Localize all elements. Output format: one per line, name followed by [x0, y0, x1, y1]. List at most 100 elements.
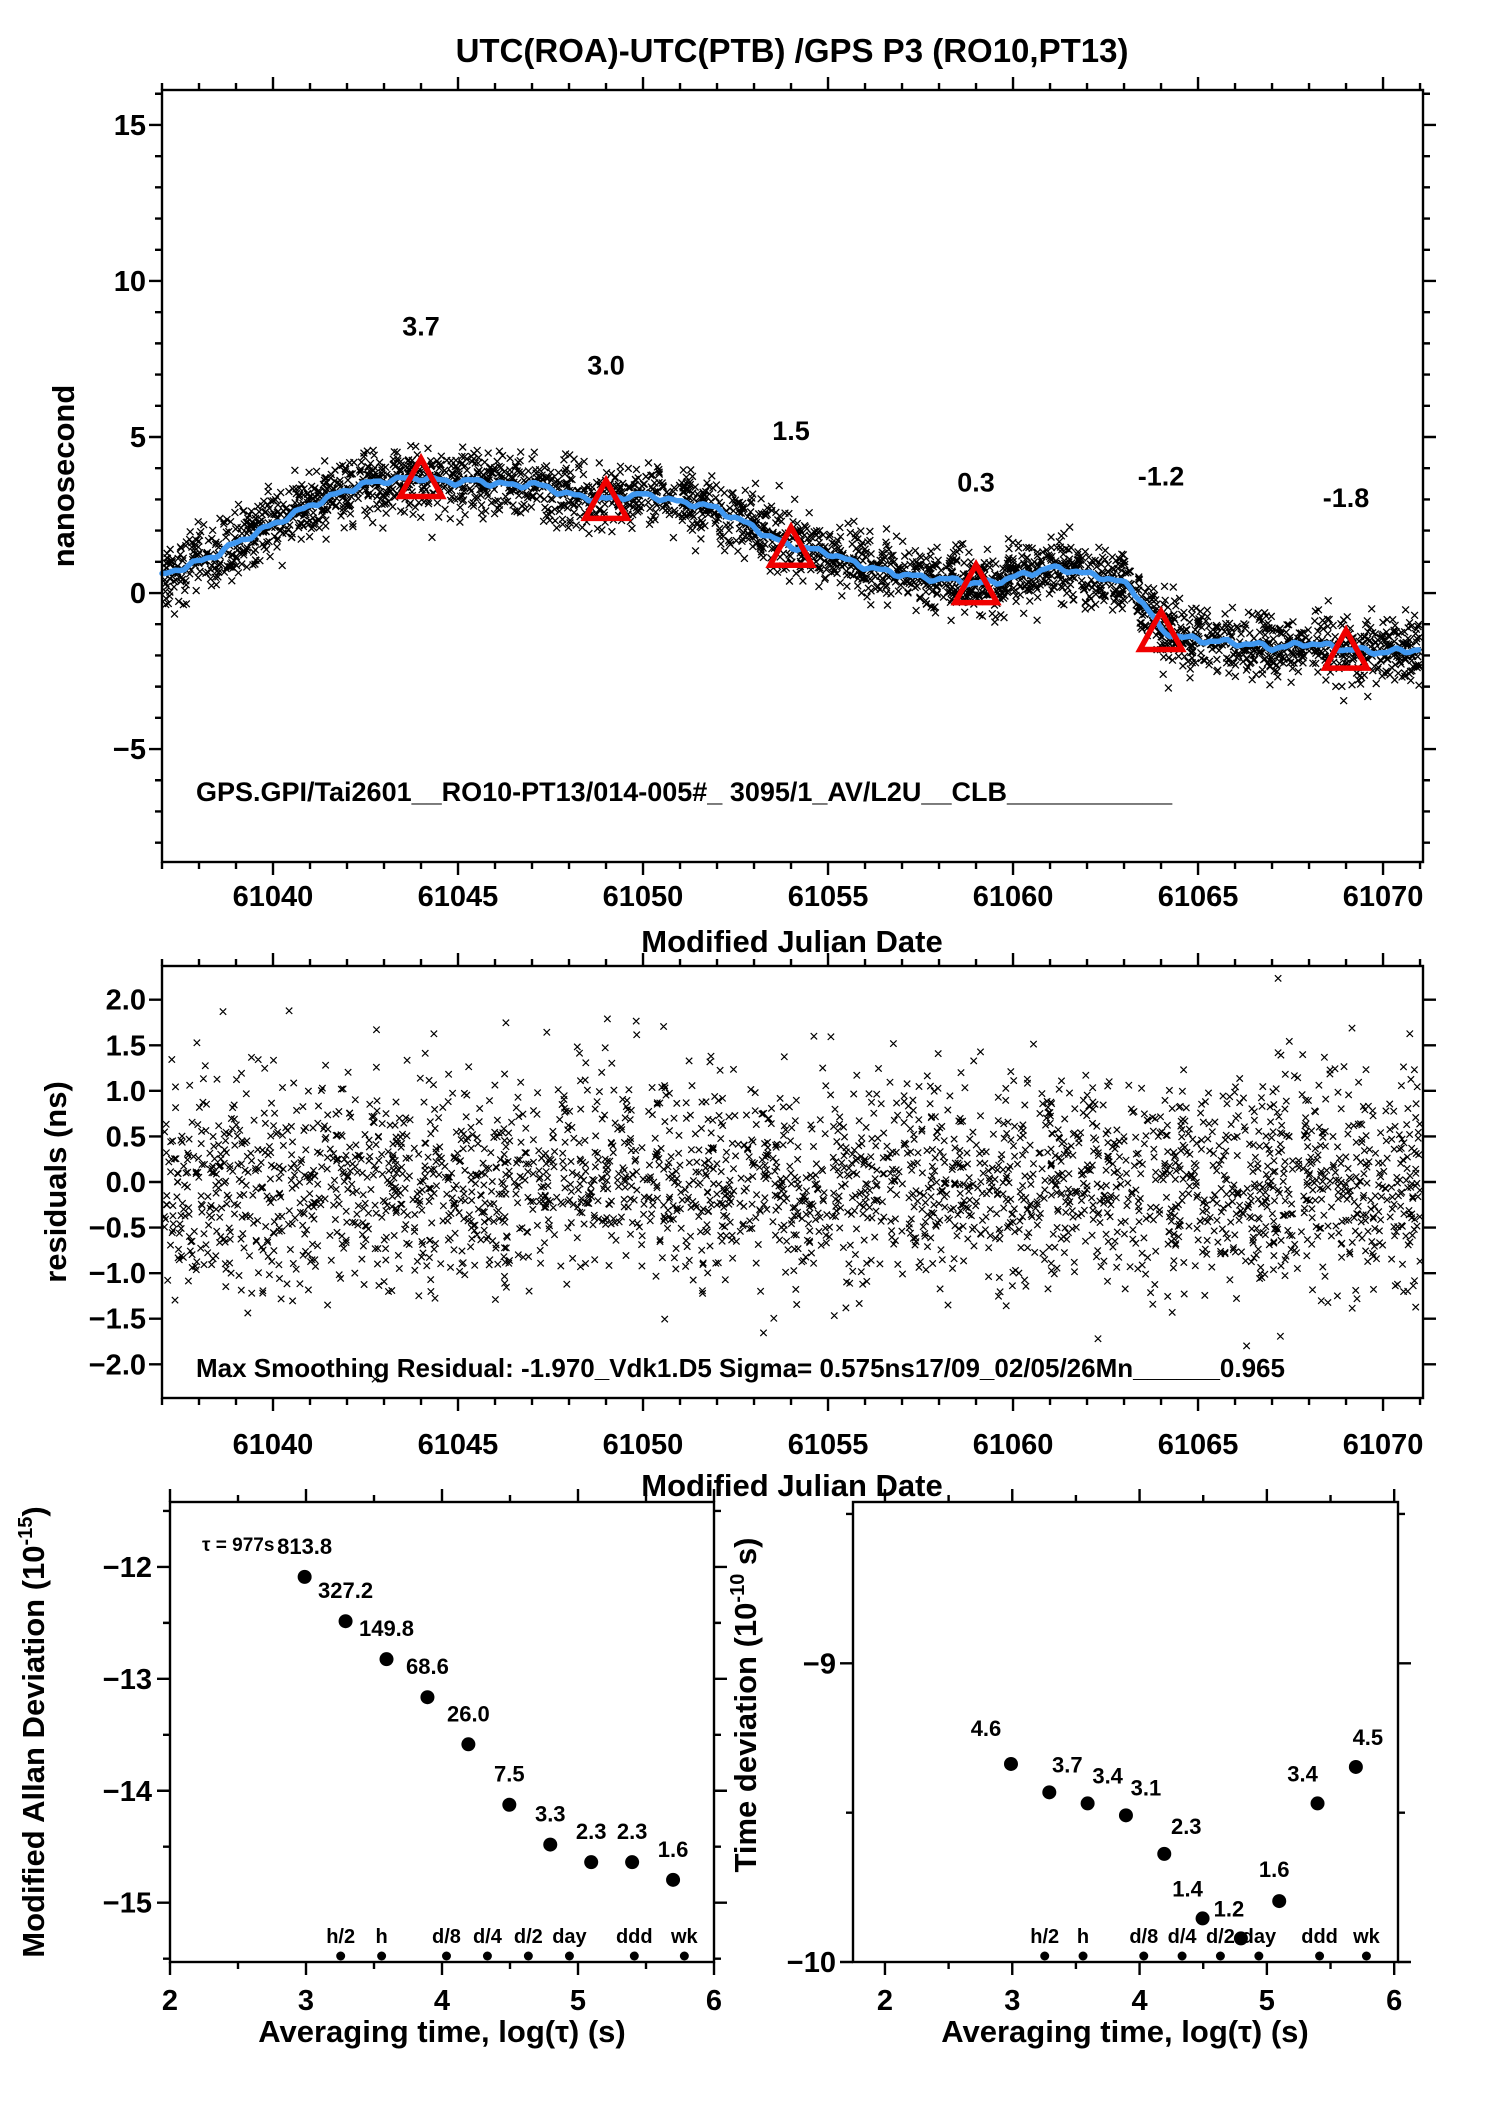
deviation-point — [1272, 1894, 1287, 1909]
middle-yaxis-title: residuals (ns) — [38, 1081, 73, 1283]
tau-category-label: d/8 — [432, 1926, 461, 1948]
tau-category-dot — [1361, 1951, 1371, 1961]
x-tick-label: 2 — [877, 1985, 893, 2017]
tau-category-dot — [523, 1951, 533, 1961]
deviation-point — [1310, 1796, 1325, 1811]
deviation-value-label: 68.6 — [406, 1654, 449, 1679]
x-tick-label: 6 — [706, 1985, 722, 2017]
x-tick-label: 61055 — [788, 881, 869, 913]
deviation-point — [297, 1569, 312, 1584]
calibration-value-label: 0.3 — [957, 468, 995, 498]
tau-category-dot — [679, 1951, 689, 1961]
y-tick-label: −2.0 — [89, 1349, 146, 1381]
axis-ticks — [149, 953, 1436, 1411]
deviation-point — [1195, 1911, 1210, 1926]
y-tick-label: 15 — [114, 110, 146, 142]
scatter-points — [160, 441, 1424, 705]
y-tick-label: 2.0 — [106, 985, 146, 1017]
y-tick-label: 5 — [130, 422, 146, 454]
residuals-panel: 61040 61045 61050 61055 61060 61065 61070 2.0 1.… — [89, 953, 1436, 1461]
x-tick-label: 61045 — [418, 1429, 499, 1461]
tau-category-label: wk — [1352, 1926, 1381, 1948]
x-tick-label: 61070 — [1343, 881, 1424, 913]
x-tick-label: 61050 — [603, 1429, 684, 1461]
x-tick-label: 61055 — [788, 1429, 869, 1461]
tau-category-dot — [1215, 1951, 1225, 1961]
calibration-triangle-marker — [950, 558, 1002, 606]
mdev-ylabel-exponent: -15 — [15, 1517, 37, 1546]
y-tick-label: 1.5 — [106, 1030, 146, 1062]
deviation-value-label: 2.3 — [1171, 1814, 1202, 1839]
tau-category-label: d/8 — [1129, 1926, 1158, 1948]
y-tick-label: −5 — [113, 734, 146, 766]
tau-category-dot — [377, 1951, 387, 1961]
tau-category-dot — [1177, 1951, 1187, 1961]
y-tick-label: −0.5 — [89, 1213, 146, 1245]
deviation-value-label: 327.2 — [318, 1578, 373, 1603]
tdev-ylabel-suffix: s) — [728, 1538, 763, 1574]
deviation-value-label: 3.4 — [1092, 1763, 1123, 1788]
tau-category-label: d/2 — [1206, 1926, 1235, 1948]
calibration-triangle-marker — [580, 474, 632, 522]
figure-title: UTC(ROA)-UTC(PTB) /GPS P3 (RO10,PT13) — [456, 32, 1129, 69]
deviation-point — [420, 1690, 435, 1705]
axis-ticks — [149, 77, 1436, 875]
x-tick-label: 4 — [1131, 1985, 1147, 2017]
deviation-point — [625, 1855, 640, 1870]
y-tick-label: −13 — [103, 1664, 152, 1696]
tau-category-label: h/2 — [326, 1926, 355, 1948]
tau-category-label: h/2 — [1030, 1926, 1059, 1948]
deviation-value-label: 3.3 — [535, 1802, 566, 1827]
x-tick-label: 5 — [570, 1985, 586, 2017]
axis-ticks — [840, 1489, 1411, 1975]
x-tick-label: 61040 — [233, 881, 314, 913]
deviation-value-label: 149.8 — [359, 1616, 414, 1641]
deviation-point — [1233, 1931, 1248, 1946]
deviation-value-label: 2.3 — [617, 1819, 648, 1844]
tau-category-label: ddd — [616, 1926, 653, 1948]
deviation-value-label: 2.3 — [576, 1819, 607, 1844]
y-tick-label: −14 — [103, 1776, 152, 1808]
deviation-value-label: 4.6 — [971, 1716, 1002, 1741]
mdev-xaxis-title: Averaging time, log(τ) (s) — [258, 2014, 626, 2049]
x-tick-label: 61040 — [233, 1429, 314, 1461]
tau-category-label: d/4 — [1168, 1926, 1198, 1948]
tau-category-label: ddd — [1301, 1926, 1338, 1948]
tdev-panel: 4.6 3.7 3.4 3.1 2.3 1.4 1.2 1.6 3.4 4.5 h/2 h d/8 d/4… — [787, 1489, 1411, 2017]
deviation-point — [461, 1737, 476, 1752]
y-tick-label: 1.0 — [106, 1076, 146, 1108]
mdev-ylabel-prefix: Modified Allan Deviation (10 — [16, 1546, 51, 1958]
tau-category-dot — [629, 1951, 639, 1961]
deviation-value-label: 1.2 — [1214, 1896, 1245, 1921]
deviation-point — [666, 1872, 681, 1887]
deviation-point — [584, 1855, 599, 1870]
x-tick-label: 61045 — [418, 881, 499, 913]
deviation-value-label: 1.4 — [1172, 1876, 1203, 1901]
axis-ticks — [157, 1489, 727, 1975]
mdev-yaxis-title: Modified Allan Deviation (10-15) — [15, 1506, 51, 1957]
deviation-point — [379, 1652, 394, 1667]
calibration-triangle-marker — [395, 452, 447, 500]
deviation-value-label: 4.5 — [1353, 1725, 1384, 1750]
deviation-point — [1157, 1846, 1172, 1861]
tau-category-dot — [1254, 1951, 1264, 1961]
tdev-ylabel-prefix: Time deviation (10 — [728, 1603, 763, 1873]
tdev-yaxis-title: Time deviation (10-10 s) — [727, 1538, 763, 1873]
tdev-ylabel-exponent: -10 — [727, 1574, 749, 1603]
x-tick-label: 61065 — [1158, 881, 1239, 913]
deviation-point — [338, 1614, 353, 1629]
y-tick-label: −12 — [103, 1552, 152, 1584]
tau-category-label: h — [1077, 1926, 1089, 1948]
x-tick-label: 61070 — [1343, 1429, 1424, 1461]
y-tick-label: −15 — [103, 1888, 152, 1920]
tau-category-dot — [1315, 1951, 1325, 1961]
panel-frame — [160, 88, 1425, 864]
panel-frame — [168, 1500, 716, 1964]
calibration-triangle-marker — [1320, 624, 1372, 671]
tau-category-label: wk — [670, 1926, 699, 1948]
top-phase-panel: 3.7 3.0 1.5 0.3 -1.2 -1.8 61040 61045 61050 61055… — [113, 77, 1436, 913]
x-tick-label: 4 — [434, 1985, 450, 2017]
